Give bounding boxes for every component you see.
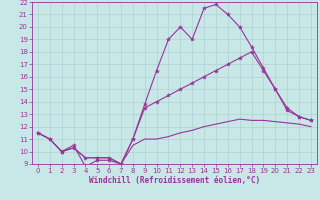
X-axis label: Windchill (Refroidissement éolien,°C): Windchill (Refroidissement éolien,°C) <box>89 176 260 185</box>
